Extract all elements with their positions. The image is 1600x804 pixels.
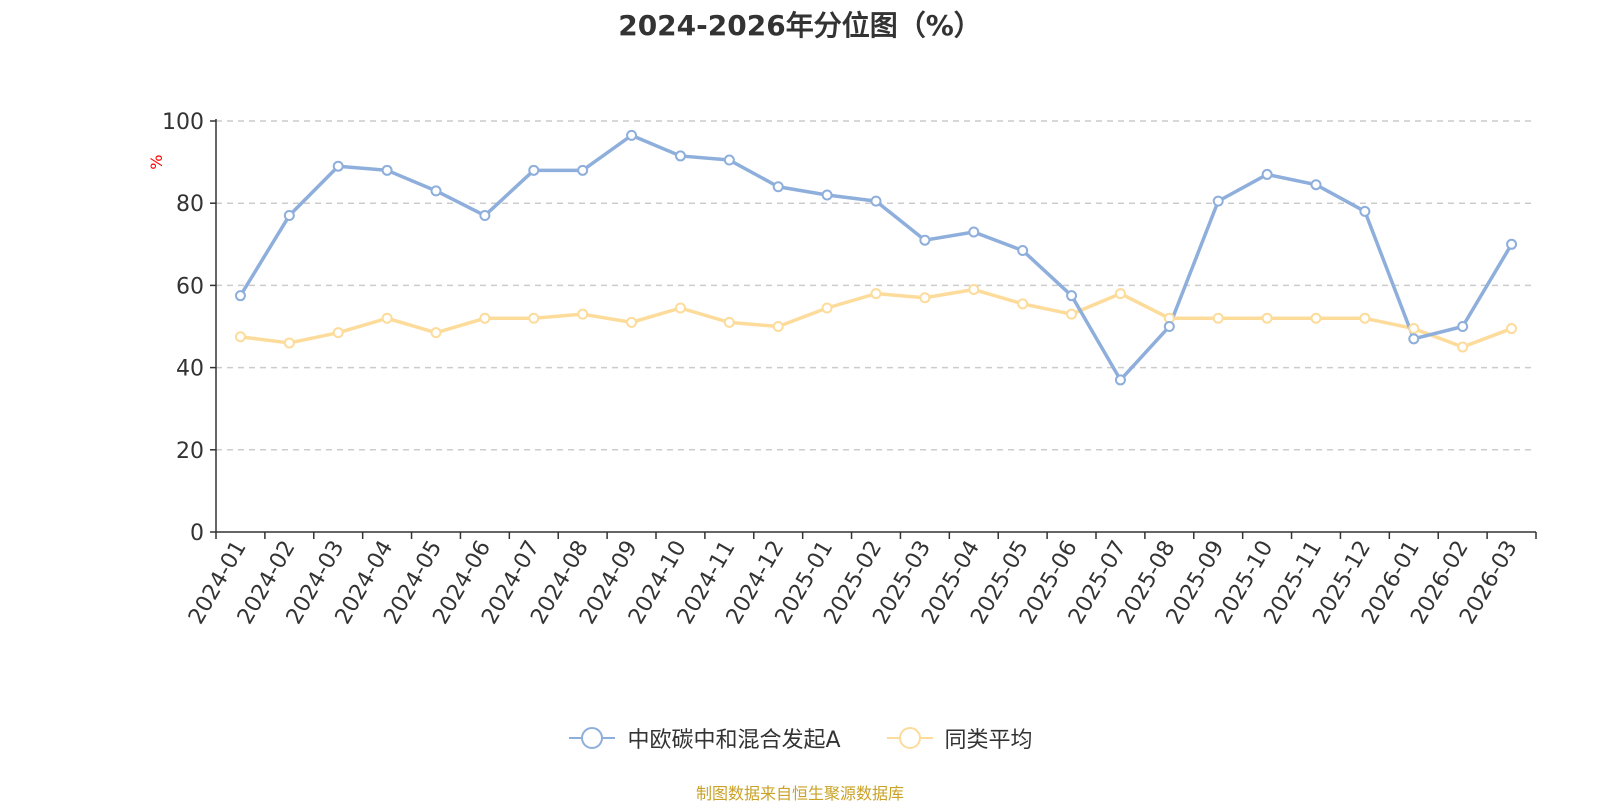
y-tick-label-40: 40 [176,357,204,382]
series-1-point-2024-01 [234,290,246,302]
series-2-point-2024-02 [283,337,295,349]
series-1-point-2025-11 [1310,179,1322,191]
series-1-point-2024-09 [626,129,638,141]
series-2-point-2025-11 [1310,312,1322,324]
series-1-point-2025-08 [1163,321,1175,332]
chart-title: 2024-2026年分位图（%） [618,9,982,42]
legend-marker-series-1 [569,727,616,749]
series-2-point-2025-07 [1114,288,1126,300]
series-2-point-2025-05 [1017,298,1029,310]
y-axis-label: % [147,154,166,169]
series-2-point-2026-02 [1457,341,1469,353]
series-1-point-2025-02 [870,195,882,207]
series-2-point-2025-09 [1212,312,1224,324]
series-1-point-2024-11 [723,154,735,166]
series-1-point-2024-07 [528,164,540,176]
series-1-point-2026-02 [1457,321,1469,332]
series-2-point-2024-12 [772,321,784,332]
source-note: 制图数据来自恒生聚源数据库 [695,784,904,803]
series-1-point-2024-10 [674,150,686,162]
series-1-point-2024-03 [332,160,344,172]
series-1-point-2025-09 [1212,195,1224,207]
series-2-point-2024-01 [234,331,246,343]
series-2-point-2024-11 [723,316,735,328]
series-2-point-2024-06 [479,312,491,324]
series-2-point-2024-03 [332,327,344,339]
series-1-point-2024-08 [577,164,589,176]
series-2-point-2024-04 [381,312,393,324]
series-line-1 [238,133,1514,382]
legend-item-series-1[interactable]: 中欧碳中和混合发起A [567,722,841,754]
series-2-point-2025-12 [1359,312,1371,324]
series-2-point-2025-01 [821,302,833,314]
series-1-point-2024-02 [283,210,295,222]
series-2-point-2025-02 [870,288,882,300]
series-1-point-2025-03 [919,234,931,246]
series-2-point-2025-03 [919,292,931,304]
series-2-point-2024-10 [674,302,686,314]
series-2-point-2025-06 [1066,308,1078,320]
y-tick-label-60: 60 [176,274,204,299]
series-1-point-2025-10 [1261,168,1273,180]
series-1-point-2024-06 [479,210,491,222]
series-1-point-2024-05 [430,185,442,197]
y-tick-label-20: 20 [176,439,204,464]
series-1-point-2025-04 [968,226,980,238]
legend-marker-series-2 [886,727,933,749]
legend: 中欧碳中和混合发起A 同类平均 [0,722,1600,754]
legend-label-series-1: 中欧碳中和混合发起A [627,728,841,753]
line-chart: 020406080100%2024-012024-022024-032024-0… [147,110,1537,629]
series-1-point-2025-07 [1114,374,1126,386]
series-1-point-2025-06 [1066,290,1078,302]
series-2-point-2024-05 [430,327,442,339]
series-2-point-2026-01 [1408,323,1420,335]
series-1-point-2026-01 [1408,333,1420,345]
series-1-point-2024-12 [772,181,784,193]
series-1-point-2025-12 [1359,205,1371,217]
y-tick-label-0: 0 [190,521,204,546]
y-tick-label-100: 100 [162,110,204,135]
series-1-point-2025-01 [821,189,833,201]
series-1-point-2025-05 [1017,244,1029,256]
series-2-point-2025-04 [968,284,980,296]
series-1-point-2026-03 [1506,238,1518,250]
series-2-point-2025-10 [1261,312,1273,324]
legend-label-series-2: 同类平均 [944,728,1033,753]
legend-item-series-2[interactable]: 同类平均 [885,722,1033,754]
series-1-point-2024-04 [381,164,393,176]
series-2-point-2024-08 [577,308,589,320]
series-2-point-2026-03 [1506,323,1518,335]
series-2-point-2024-07 [528,312,540,324]
y-tick-label-80: 80 [176,192,204,217]
series-2-point-2024-09 [626,316,638,328]
